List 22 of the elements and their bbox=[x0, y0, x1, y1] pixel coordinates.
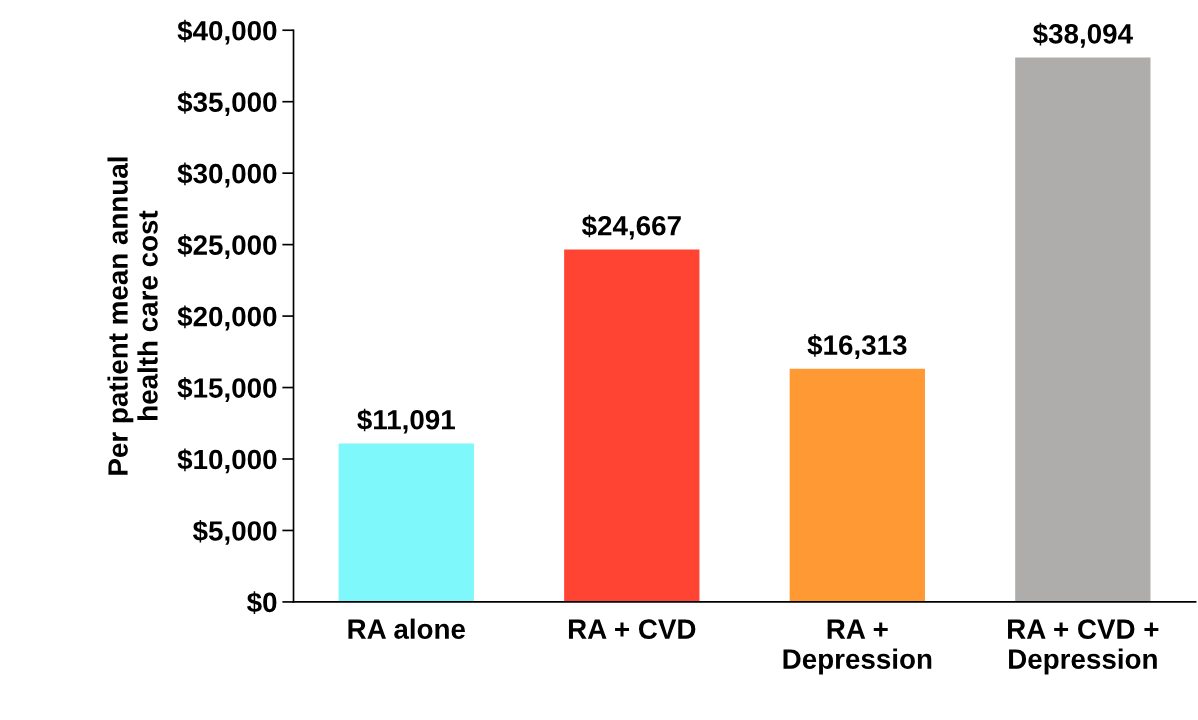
y-tick-label: $0 bbox=[247, 591, 277, 615]
bar bbox=[789, 368, 925, 602]
y-tick-label: $15,000 bbox=[177, 376, 277, 402]
bar bbox=[564, 249, 700, 602]
x-tick-label: RA + CVD bbox=[568, 619, 696, 639]
data-label: $16,313 bbox=[807, 334, 907, 359]
x-tick-label: RA alone bbox=[348, 618, 465, 639]
bar bbox=[1015, 57, 1151, 602]
x-tick-label: RA + Depression bbox=[783, 619, 932, 675]
y-tick-label: $25,000 bbox=[177, 234, 277, 259]
y-tick-label: $30,000 bbox=[177, 162, 277, 188]
y-tick-label: $10,000 bbox=[177, 448, 277, 474]
y-tick-label: $5,000 bbox=[192, 519, 277, 545]
y-tick-label: $35,000 bbox=[177, 91, 277, 117]
y-tick-label: $20,000 bbox=[177, 305, 277, 331]
data-label: $11,091 bbox=[357, 408, 455, 434]
bar bbox=[338, 443, 474, 602]
y-tick-label: $40,000 bbox=[177, 19, 277, 45]
y-axis-title: Per patient mean annual health care cost bbox=[107, 157, 158, 475]
data-label: $38,094 bbox=[1033, 22, 1133, 48]
data-label: $24,667 bbox=[581, 214, 681, 240]
x-tick-label: RA + CVD + Depression bbox=[1008, 619, 1159, 675]
